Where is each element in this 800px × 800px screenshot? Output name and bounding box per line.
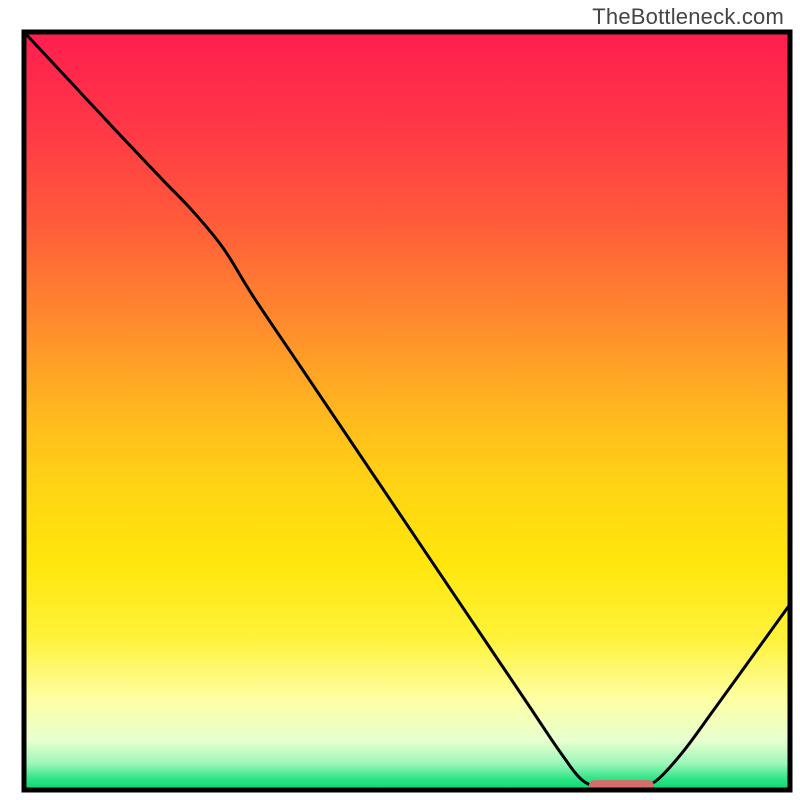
chart-frame: TheBottleneck.com (0, 0, 800, 800)
bottleneck-chart (0, 0, 800, 800)
plot-background (24, 32, 790, 790)
plot-area (24, 32, 790, 791)
